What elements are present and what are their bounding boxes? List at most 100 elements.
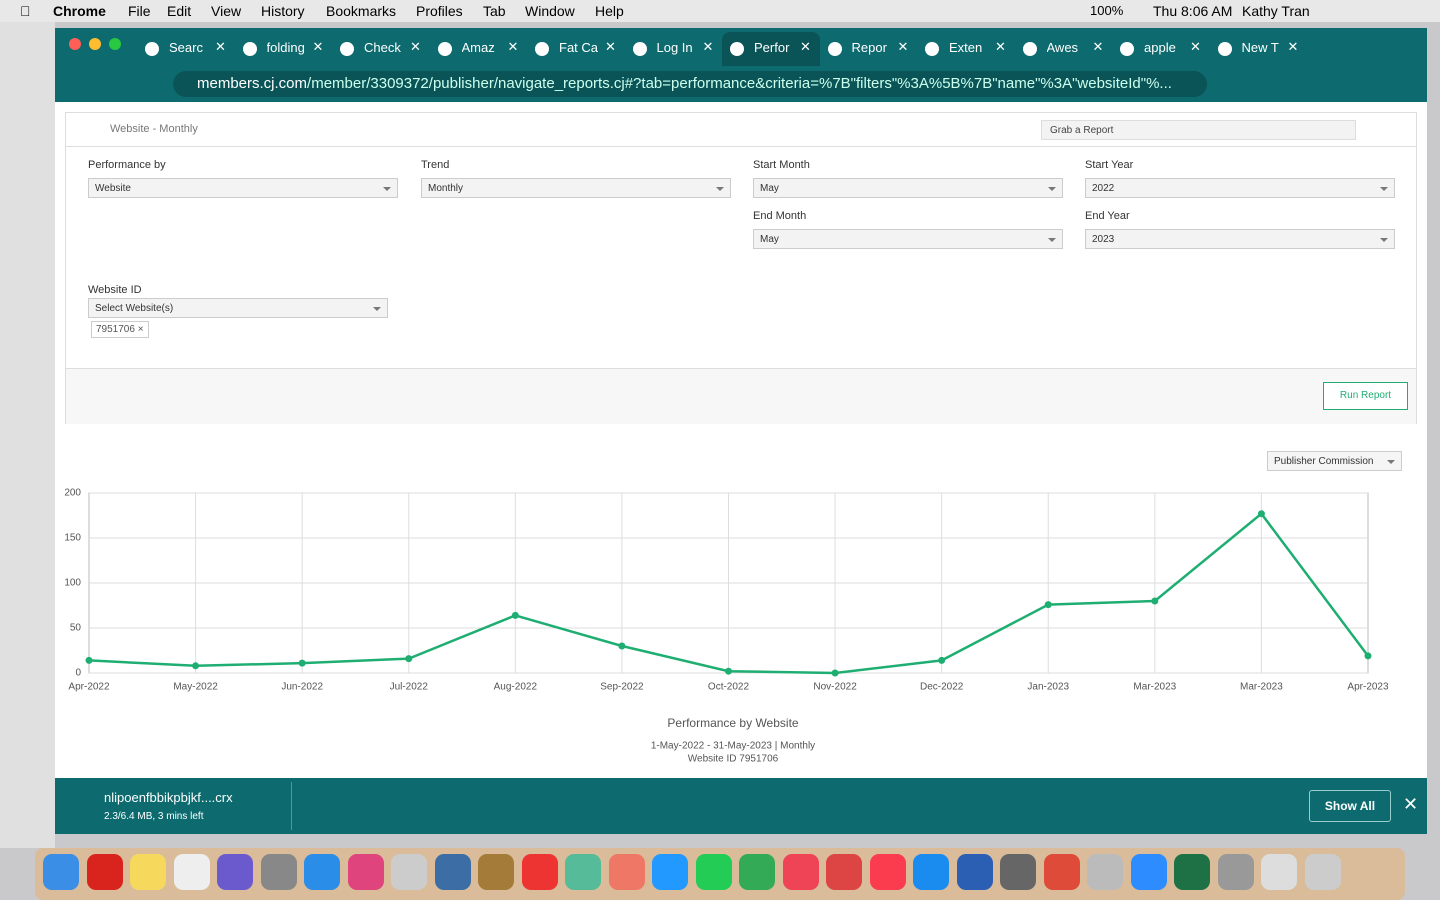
menu-item[interactable]: Profiles [416, 3, 463, 19]
tab[interactable]: Exten [949, 40, 983, 55]
dock-icon[interactable] [43, 854, 79, 890]
run-report-button[interactable]: Run Report [1323, 382, 1408, 410]
field-select[interactable]: 2023 [1085, 229, 1395, 249]
tab-close[interactable]: ✕ [410, 39, 421, 54]
dock-icon[interactable] [434, 854, 471, 890]
dock-icon[interactable] [826, 854, 862, 890]
field-select[interactable]: 2022 [1085, 178, 1395, 198]
menu-bar:  Chrome 100% Thu 8:06 AM Kathy Tran Fil… [0, 0, 1440, 22]
dock-icon[interactable] [1217, 854, 1254, 890]
menu-item[interactable]: View [211, 3, 242, 19]
field-select[interactable]: May [753, 178, 1063, 198]
y-tick-label: 100 [64, 578, 81, 589]
tab-icon [1120, 42, 1134, 56]
dock [35, 848, 1405, 900]
dock-icon[interactable] [739, 854, 775, 890]
menu-item[interactable]: Tab [483, 3, 506, 19]
tab-close[interactable]: ✕ [312, 39, 324, 54]
chart-title: Performance by Website [667, 716, 798, 730]
tab-close[interactable]: ✕ [995, 39, 1006, 54]
tab[interactable]: Perfor [754, 40, 790, 55]
tab[interactable]: Log In [656, 40, 693, 55]
dock-icon[interactable] [869, 854, 906, 890]
tab[interactable]: Searc [169, 40, 203, 55]
dock-icon[interactable] [521, 854, 558, 890]
dock-icon[interactable] [956, 854, 993, 890]
tab-close[interactable]: ✕ [897, 39, 909, 54]
dock-icon[interactable] [695, 854, 732, 890]
tab-icon [242, 42, 257, 56]
close-button[interactable] [69, 38, 81, 50]
close-download[interactable]: ✕ [1403, 794, 1419, 814]
menu-item[interactable]: Edit [167, 3, 192, 19]
tab[interactable]: Fat Ca [559, 40, 599, 55]
dock-icon[interactable] [652, 854, 688, 890]
point [85, 656, 93, 664]
dock-icon[interactable] [1261, 854, 1297, 890]
y-tick-label: 200 [64, 488, 81, 499]
tab-close[interactable]: ✕ [1092, 39, 1104, 54]
download-file[interactable]: nlipoenfbbikpbjkf....crx [104, 790, 233, 805]
website-chip[interactable]: 7951706 × [91, 321, 149, 338]
menu-item[interactable]: Window [525, 3, 575, 19]
tab-close[interactable]: ✕ [1190, 39, 1201, 54]
dock-icon[interactable] [173, 854, 210, 890]
dock-icon[interactable] [304, 854, 340, 890]
dock-icon[interactable] [260, 854, 297, 890]
tab-close[interactable]: ✕ [605, 39, 616, 54]
apple-menu[interactable]:  [20, 3, 31, 19]
dock-icon[interactable] [1304, 854, 1341, 890]
dock-icon[interactable] [608, 854, 645, 890]
tab-close[interactable]: ✕ [800, 39, 811, 54]
menu-item[interactable]: Help [595, 3, 624, 19]
menu-item[interactable]: Bookmarks [326, 3, 397, 19]
tab-close[interactable]: ✕ [507, 39, 519, 54]
dock-icon[interactable] [782, 854, 819, 890]
field-select[interactable]: Website [88, 178, 398, 198]
dock-icon[interactable] [565, 854, 601, 890]
zoom-button[interactable] [109, 38, 121, 50]
clock: Thu 8:06 AM [1153, 3, 1233, 19]
tab[interactable]: Check [364, 40, 401, 55]
dock-icon[interactable] [1000, 854, 1036, 890]
dock-icon[interactable] [913, 854, 949, 890]
app-menu[interactable]: Chrome [53, 3, 106, 19]
dock-icon[interactable] [1130, 854, 1167, 890]
report-header [66, 113, 1416, 147]
tab[interactable]: Awes [1046, 40, 1079, 55]
dock-icon[interactable] [1087, 854, 1123, 890]
dock-icon[interactable] [86, 854, 123, 890]
user[interactable]: Kathy Tran [1242, 3, 1310, 19]
tab[interactable]: New T [1241, 40, 1279, 55]
url-path: /member/3309372/publisher/navigate_repor… [307, 75, 1172, 92]
dock-icon[interactable] [347, 854, 384, 890]
grab-report[interactable]: Grab a Report [1041, 120, 1356, 140]
website-select[interactable]: Select Website(s) [88, 298, 388, 318]
dock-icon[interactable] [478, 854, 514, 890]
tab-close[interactable]: ✕ [1287, 39, 1299, 54]
menu-item[interactable]: File [128, 3, 151, 19]
menu-item[interactable]: History [261, 3, 305, 19]
x-tick-label: Mar-2023 [1240, 682, 1283, 693]
address-bar[interactable]: members.cj.com/member/3309372/publisher/… [173, 71, 1207, 97]
tab[interactable]: folding [266, 40, 305, 55]
field-select[interactable]: Monthly [421, 178, 731, 198]
dock-icon[interactable] [1174, 854, 1210, 890]
show-all-button[interactable]: Show All [1309, 790, 1391, 822]
field-select[interactable]: May [753, 229, 1063, 249]
divider [291, 782, 292, 830]
battery: 100% [1090, 3, 1124, 18]
dock-icon[interactable] [1043, 854, 1080, 890]
tab-close[interactable]: ✕ [702, 39, 714, 54]
dock-icon[interactable] [130, 854, 166, 890]
tab[interactable]: apple [1144, 40, 1176, 55]
tab[interactable]: Repor [851, 40, 887, 55]
minimize-button[interactable] [89, 38, 101, 50]
tab[interactable]: Amaz [461, 40, 495, 55]
tab-close[interactable]: ✕ [215, 39, 226, 54]
metric-select[interactable]: Publisher Commission [1267, 451, 1402, 471]
dock-icon[interactable] [217, 854, 253, 890]
point [298, 659, 306, 667]
point [192, 662, 200, 670]
dock-icon[interactable] [391, 854, 427, 890]
